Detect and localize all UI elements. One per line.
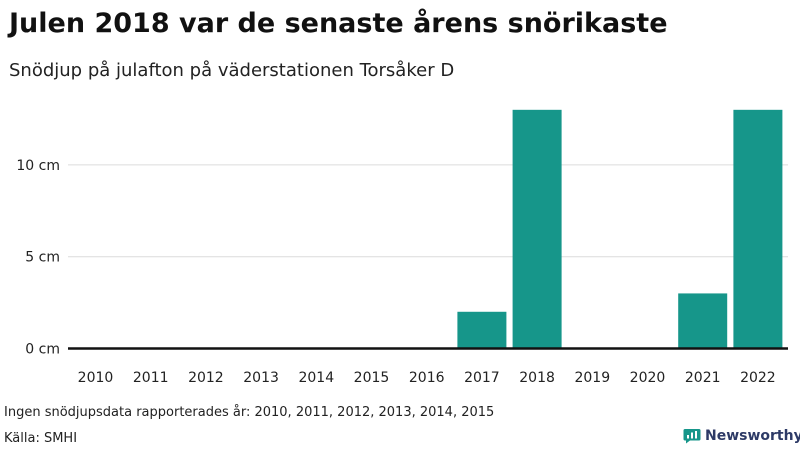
- x-tick-label: 2021: [685, 370, 721, 386]
- y-axis-labels: 0 cm 5 cm 10 cm: [16, 158, 60, 358]
- x-tick-label: 2020: [630, 370, 666, 386]
- x-tick-label: 2018: [519, 370, 555, 386]
- brand-name: Newsworthy: [705, 428, 800, 444]
- x-axis-labels: 2010 2011 2012 2013 2014 2015 2016 2017 2018 2019…: [78, 370, 776, 386]
- y-tick-label: 5 cm: [25, 250, 60, 266]
- bar-chart-logo-icon: [683, 429, 701, 444]
- bar-2022: [733, 109, 783, 349]
- gridlines: [68, 164, 788, 258]
- chart-subtitle: Snödjup på julafton på väderstationen To…: [9, 60, 455, 81]
- x-tick-label: 2012: [188, 370, 224, 386]
- bars: [457, 109, 783, 349]
- x-tick-label: 2017: [464, 370, 500, 386]
- chart-title: Julen 2018 var de senaste årens snörikas…: [9, 8, 668, 39]
- x-tick-label: 2019: [574, 370, 610, 386]
- x-tick-label: 2016: [409, 370, 445, 386]
- source-note: Källa: SMHI: [4, 431, 78, 446]
- x-tick-label: 2011: [133, 370, 169, 386]
- x-tick-label: 2014: [298, 370, 334, 386]
- x-tick-label: 2015: [354, 370, 390, 386]
- y-tick-label: 10 cm: [16, 158, 60, 174]
- y-tick-label: 0 cm: [25, 342, 60, 358]
- bar-2017: [457, 311, 507, 349]
- brand-logo[interactable]: Newsworthy: [683, 428, 800, 444]
- bar-2018: [512, 109, 562, 349]
- x-tick-label: 2022: [740, 370, 776, 386]
- x-tick-label: 2013: [243, 370, 279, 386]
- bar-2021: [678, 293, 728, 349]
- x-tick-label: 2010: [78, 370, 114, 386]
- footnote: Ingen snödjupsdata rapporterades år: 201…: [4, 405, 495, 420]
